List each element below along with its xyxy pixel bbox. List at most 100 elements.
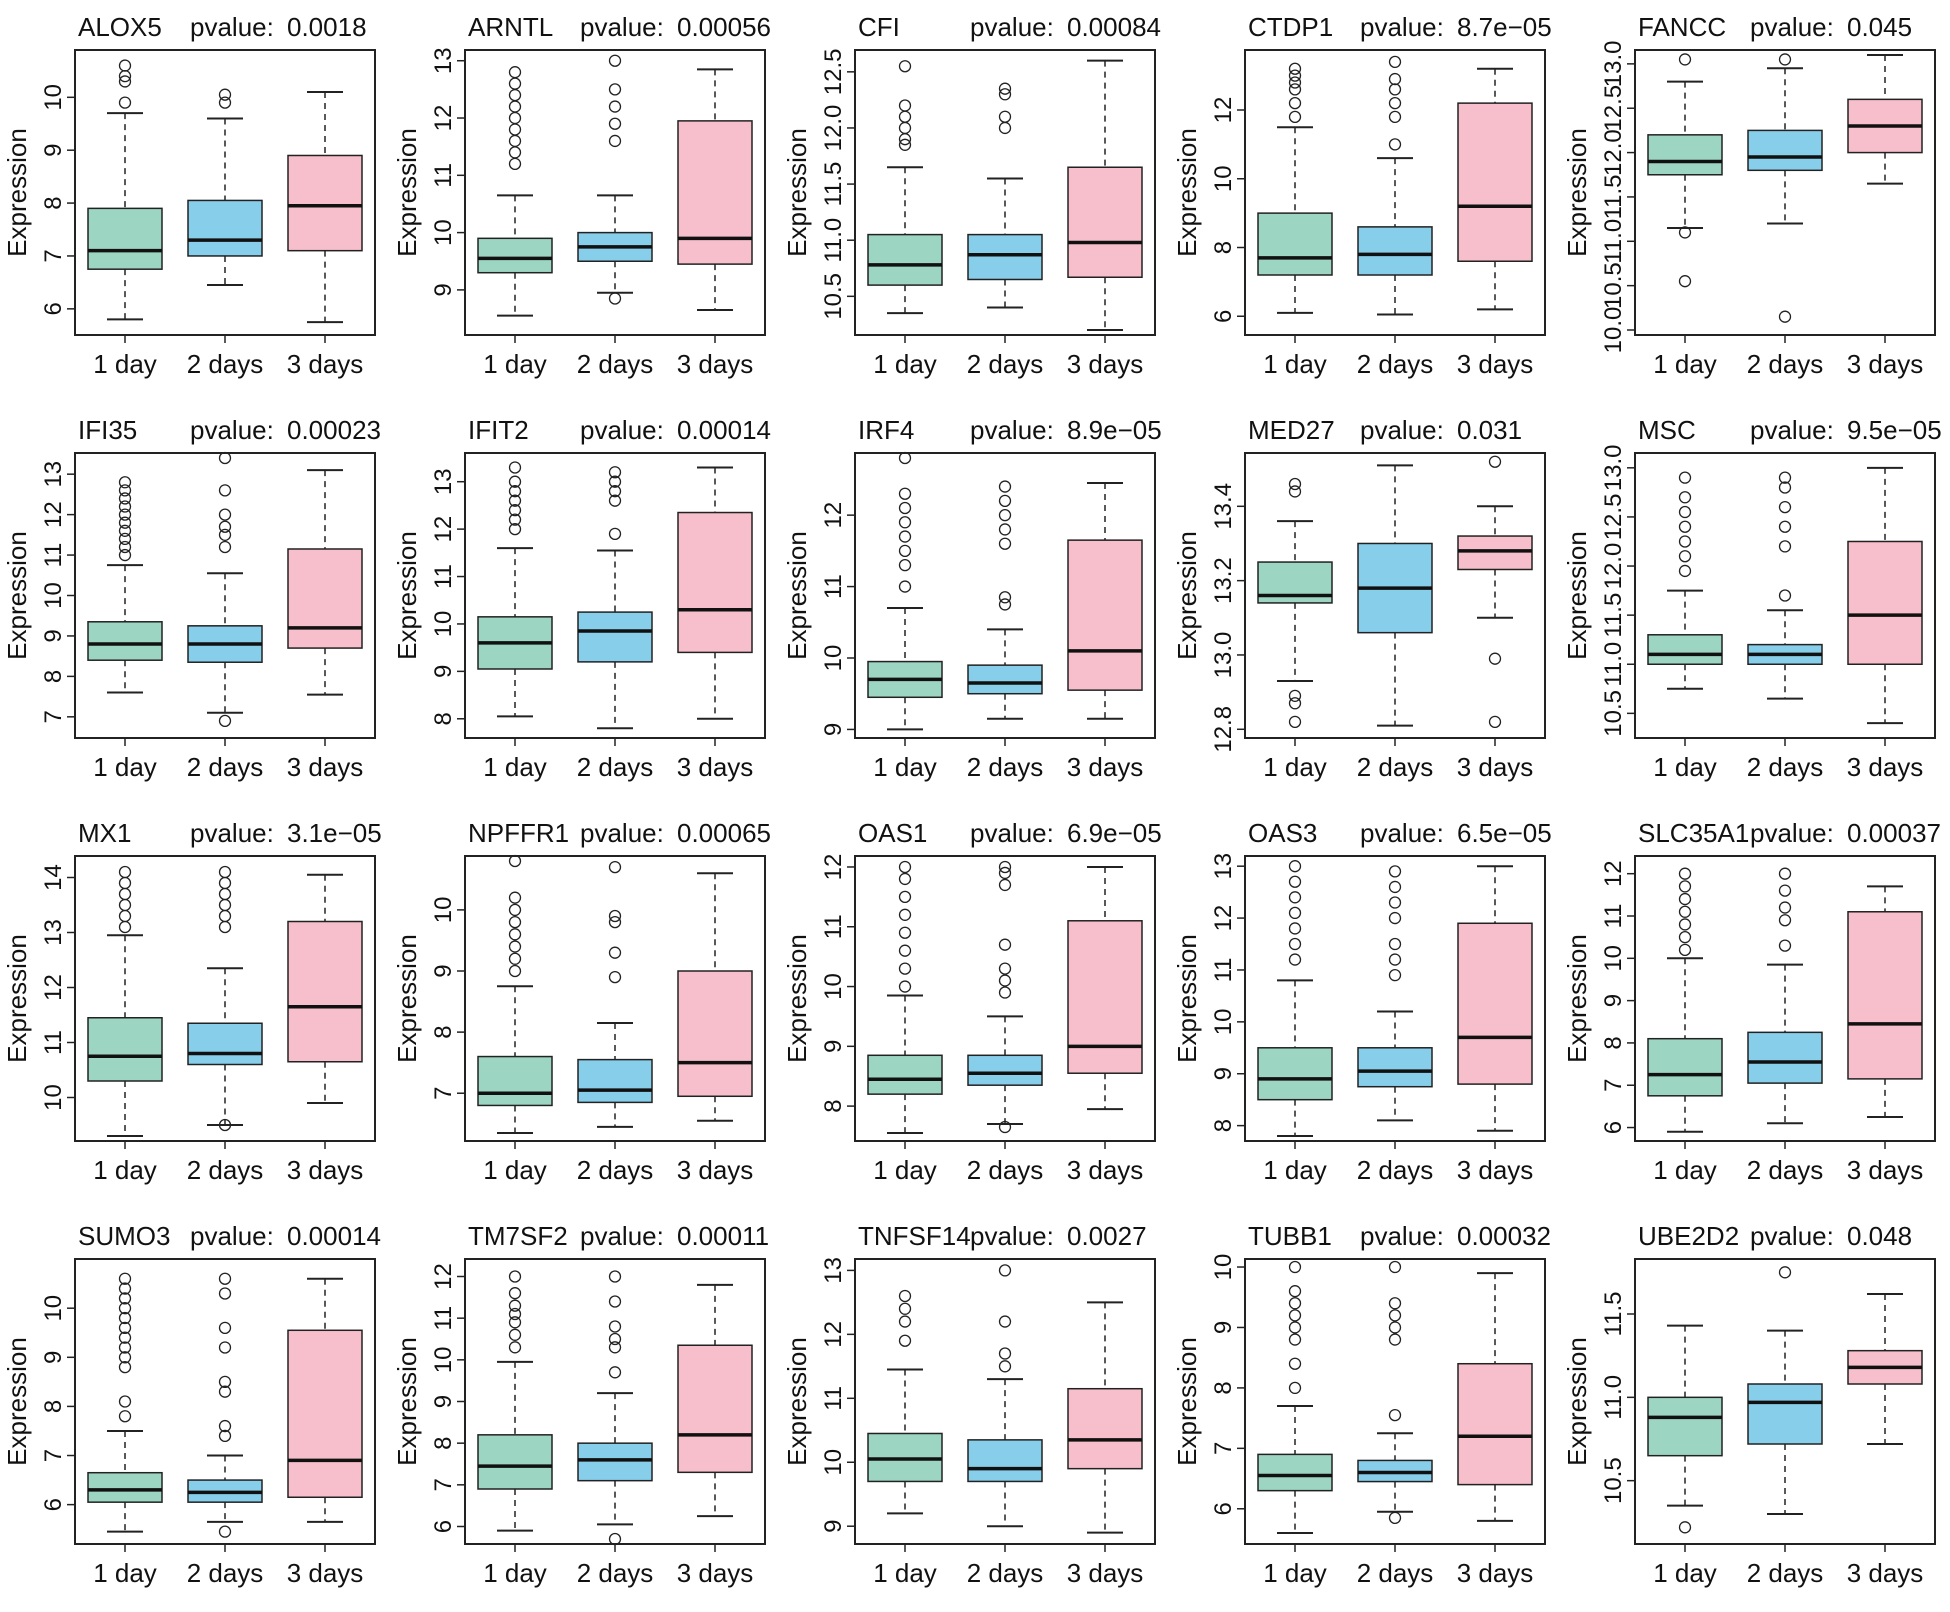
outlier-point bbox=[508, 1307, 522, 1321]
outlier-point bbox=[898, 890, 912, 904]
outlier-point bbox=[998, 1315, 1012, 1328]
panel-svg: SLC35A1 pvalue: 0.00037 Expression 6 7 8 9 10 11 1… bbox=[1562, 818, 1941, 1185]
iqr-box bbox=[87, 1017, 163, 1082]
outlier-point bbox=[118, 508, 132, 521]
pvalue-label: pvalue: bbox=[970, 415, 1054, 445]
iqr-box bbox=[1257, 212, 1333, 276]
outlier-point bbox=[1288, 875, 1302, 888]
pvalue-value: 0.00032 bbox=[1457, 1221, 1551, 1251]
outlier-point bbox=[1778, 939, 1792, 952]
iqr-box bbox=[287, 154, 363, 252]
outlier-point bbox=[118, 59, 132, 72]
panel-title: ARNTL bbox=[468, 12, 553, 42]
x-tick-label: 2 days bbox=[187, 1155, 264, 1185]
outlier-point bbox=[1678, 471, 1692, 484]
outlier-point bbox=[608, 1532, 622, 1546]
outlier-point bbox=[1388, 880, 1402, 894]
outlier-point bbox=[218, 1287, 232, 1300]
box-1 bbox=[1747, 1266, 1823, 1515]
panel-title: IFI35 bbox=[78, 415, 137, 445]
x-tick-label: 3 days bbox=[287, 349, 364, 379]
outlier-point bbox=[1288, 76, 1302, 89]
panel-title: OAS1 bbox=[858, 818, 927, 848]
outlier-point bbox=[118, 524, 132, 537]
y-tick-label: 10 bbox=[40, 1084, 67, 1111]
outlier-point bbox=[1288, 1297, 1302, 1310]
box-1 bbox=[1747, 867, 1823, 1125]
outlier-point bbox=[118, 1331, 132, 1344]
outlier-point bbox=[608, 860, 622, 874]
pvalue-value: 6.9e−05 bbox=[1067, 818, 1162, 848]
boxplot-panel-arntl: ARNTL pvalue: 0.00056 Expression 9 10 11 12 13 1 … bbox=[390, 0, 780, 403]
box-0 bbox=[867, 860, 943, 1135]
outlier-point bbox=[898, 558, 912, 572]
y-tick-label: 9 bbox=[820, 1040, 847, 1053]
y-tick-label: 7 bbox=[40, 710, 67, 723]
boxplot-panel-cfi: CFI pvalue: 0.00084 Expression 10.5 11.0 11.5 1… bbox=[780, 0, 1170, 403]
iqr-box bbox=[187, 1022, 263, 1066]
panel-title: SUMO3 bbox=[78, 1221, 170, 1251]
panel-svg: OAS1 pvalue: 6.9e−05 Expression 8 9 10 11 12 1 da… bbox=[782, 818, 1162, 1185]
outlier-point bbox=[1678, 931, 1692, 944]
box-0 bbox=[1257, 1260, 1333, 1534]
x-tick-label: 1 day bbox=[483, 1155, 547, 1185]
outlier-point bbox=[1678, 550, 1692, 563]
outlier-point bbox=[508, 952, 522, 965]
x-tick-label: 1 day bbox=[483, 349, 547, 379]
outlier-point bbox=[998, 523, 1012, 536]
outlier-point bbox=[508, 915, 522, 929]
outlier-point bbox=[1388, 896, 1402, 909]
box-1 bbox=[577, 54, 653, 305]
y-tick-label: 9 bbox=[1210, 1067, 1237, 1080]
x-tick-label: 3 days bbox=[1067, 1155, 1144, 1185]
x-tick-label: 1 day bbox=[1263, 1155, 1327, 1185]
x-tick-label: 3 days bbox=[677, 1558, 754, 1588]
iqr-box bbox=[1647, 1396, 1723, 1457]
outlier-point bbox=[1288, 110, 1302, 124]
panel-title: NPFFR1 bbox=[468, 818, 569, 848]
y-tick-label: 13 bbox=[40, 919, 67, 946]
outlier-point bbox=[608, 54, 622, 67]
boxplot-panel-tnfsf14: TNFSF14 pvalue: 0.0027 Expression 9 10 11 12 13 1… bbox=[780, 1209, 1170, 1612]
x-tick-label: 1 day bbox=[93, 1558, 157, 1588]
outlier-point bbox=[508, 1287, 522, 1300]
outlier-point bbox=[508, 1316, 522, 1329]
iqr-box bbox=[577, 1058, 653, 1104]
outlier-point bbox=[508, 1299, 522, 1312]
y-tick-label: 11 bbox=[820, 1386, 847, 1411]
panel-title: ALOX5 bbox=[78, 12, 162, 42]
outlier-point bbox=[998, 88, 1012, 101]
x-tick-label: 3 days bbox=[1457, 752, 1534, 782]
iqr-box bbox=[1647, 134, 1723, 176]
x-tick-label: 3 days bbox=[1457, 1558, 1534, 1588]
panel-svg: TM7SF2 pvalue: 0.00011 Expression 6 7 8 9 10 11 12… bbox=[392, 1221, 769, 1588]
outlier-point bbox=[1488, 652, 1502, 665]
y-tick-label: 11 bbox=[1600, 904, 1627, 929]
outlier-point bbox=[218, 898, 232, 912]
outlier-point bbox=[218, 714, 232, 728]
outlier-point bbox=[508, 940, 522, 953]
iqr-box bbox=[867, 233, 943, 286]
outlier-point bbox=[1678, 226, 1692, 239]
iqr-box bbox=[1847, 911, 1923, 1080]
outlier-point bbox=[998, 1264, 1012, 1277]
outlier-point bbox=[508, 513, 522, 526]
iqr-box bbox=[1847, 540, 1923, 666]
y-axis-label: Expression bbox=[2, 128, 32, 257]
outlier-point bbox=[218, 1419, 232, 1433]
box-1 bbox=[967, 82, 1043, 309]
y-tick-label: 6 bbox=[40, 1498, 67, 1511]
y-tick-label: 11.0 bbox=[1600, 219, 1627, 264]
outlier-point bbox=[118, 887, 132, 901]
y-tick-label: 10 bbox=[430, 219, 457, 246]
y-tick-label: 12 bbox=[430, 105, 457, 132]
y-tick-label: 11.0 bbox=[1600, 1375, 1627, 1420]
y-tick-label: 10 bbox=[820, 645, 847, 672]
outlier-point bbox=[218, 96, 232, 109]
y-tick-label: 11 bbox=[430, 1306, 457, 1331]
y-tick-label: 9 bbox=[430, 665, 457, 678]
outlier-point bbox=[998, 82, 1012, 95]
y-tick-label: 9 bbox=[430, 283, 457, 296]
y-tick-label: 12 bbox=[820, 502, 847, 529]
box-0 bbox=[867, 451, 943, 731]
